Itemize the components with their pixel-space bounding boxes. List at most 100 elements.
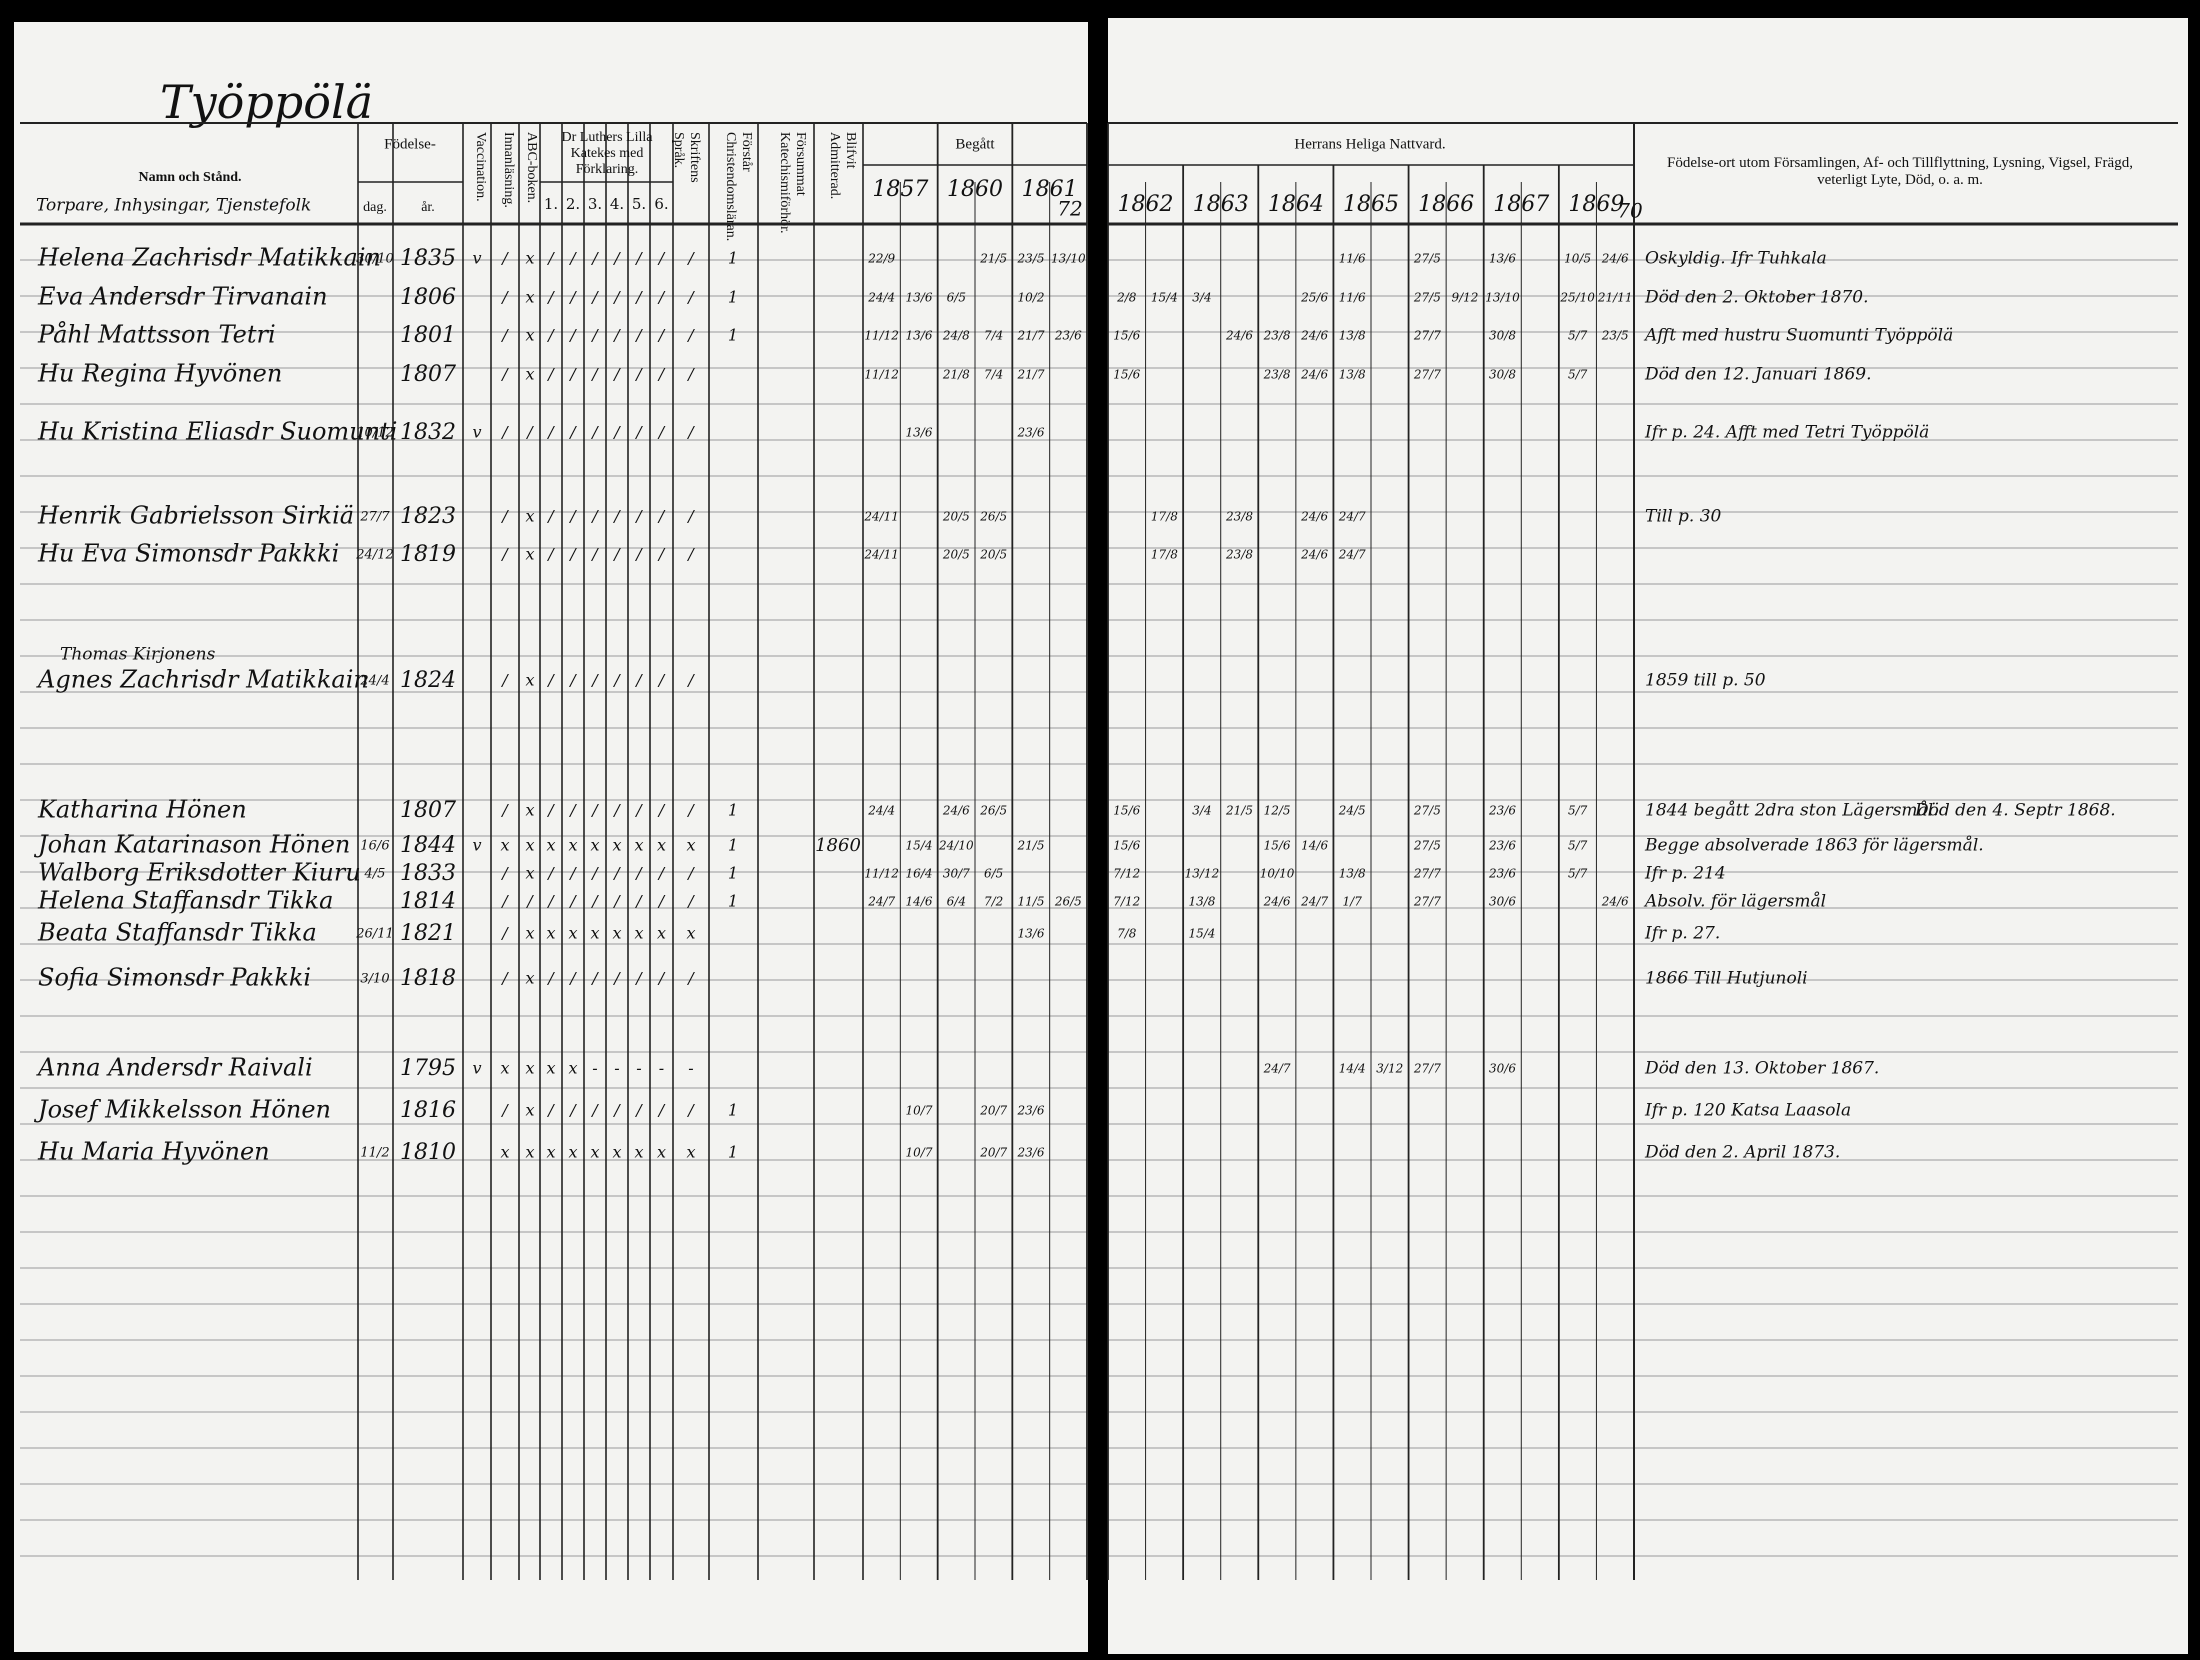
learning-mark: - [659,1059,664,1078]
page-title: Työppölä [160,75,373,129]
communion-date: 12/5 [1264,804,1291,818]
remark: Död den 2. April 1873. [1644,1143,1840,1163]
learning-mark: v [472,836,481,855]
person-name: Hu Eva Simonsdr Pakkki [37,540,339,568]
learning-mark: / [657,1101,666,1120]
learning-mark: / [546,249,555,268]
communion-year: 1857 [872,177,928,202]
communion-date: 21/7 [1017,368,1045,382]
communion-date: 23/6 [1017,1146,1045,1160]
learning-mark: / [525,423,534,442]
learning-mark: / [500,288,509,307]
learning-mark: / [657,671,666,690]
communion-date: 3/12 [1376,1062,1403,1076]
catechism-header: Dr Luthers Lilla Katekes med Förklaring. [561,130,653,178]
communion-date: 24/6 [1225,329,1253,343]
person-name: Henrik Gabrielsson Sirkiä [37,502,354,530]
notes-header: Födelse-ort utom Församlingen, Af- och T… [1667,155,2133,189]
communion-date: 14/6 [906,895,933,909]
communion-date: 7/2 [984,895,1003,909]
year-header: år. [421,200,435,215]
birth-year: 1801 [400,323,456,348]
catechism-part: 1. [544,195,558,213]
learning-mark: x [525,365,534,384]
communion-date: 24/8 [942,329,970,343]
remark: Ifr p. 214 [1644,864,1726,884]
name-subheader: Torpare, Inhysingar, Tjenstefolk [36,196,311,216]
learning-mark: / [634,969,643,988]
learning-mark: / [546,864,555,883]
learning-mark: / [686,249,695,268]
learning-mark: 1 [728,1101,738,1120]
learning-mark: / [590,365,599,384]
learning-mark: x [686,1143,695,1162]
birth-day: 16/6 [360,839,389,854]
learning-mark: x [546,1059,555,1078]
learning-mark: / [500,423,509,442]
communion-date: 10/5 [1564,252,1591,266]
learning-mark: x [612,924,621,943]
communion-date: 21/5 [1225,804,1253,818]
learning-mark: / [590,892,599,911]
communion-date: 6/4 [947,895,966,909]
communion-date: 27/7 [1413,329,1441,343]
communion-date: 13/6 [1018,927,1045,941]
learning-mark: / [546,365,555,384]
learning-mark: / [634,507,643,526]
person-name: Josef Mikkelsson Hönen [33,1096,331,1124]
communion-date: 21/5 [979,252,1007,266]
learning-mark: 1 [728,892,738,911]
communion-year: 1862 [1118,192,1174,217]
learning-mark: / [657,365,666,384]
catechism-part: 6. [654,195,668,213]
learning-mark: x [546,836,555,855]
learning-mark: / [568,326,577,345]
learning-mark: / [686,969,695,988]
learning-mark: 1 [728,288,738,307]
communion-year: 72 [1057,197,1082,221]
learning-mark: x [525,969,534,988]
learning-mark: / [686,671,695,690]
learning-mark: / [500,545,509,564]
learning-mark: / [657,249,666,268]
communion-date: 6/5 [984,867,1003,881]
learning-mark: / [500,864,509,883]
learning-mark: 1 [728,1143,738,1162]
learning-mark: / [568,545,577,564]
communion-year: 70 [1617,199,1643,223]
communion-date: 15/6 [1113,804,1140,818]
hearing-header: Försummat Katechismiförhör. [776,132,808,234]
learning-mark: / [546,1101,555,1120]
learning-mark: / [590,1101,599,1120]
learning-mark: / [634,545,643,564]
learning-mark: / [568,507,577,526]
communion-date: 23/8 [1225,548,1253,562]
communion-date: 11/12 [864,867,899,881]
learning-mark: / [500,326,509,345]
communion-date: 13/6 [906,291,933,305]
remark: Död den 13. Oktober 1867. [1644,1059,1879,1079]
birth-year: 1807 [400,798,456,823]
learning-mark: / [634,365,643,384]
learning-mark: x [500,1059,509,1078]
learning-mark: x [612,1143,621,1162]
christianity-header: Förstår Christendomsläran. [722,132,754,242]
communion-date: 26/5 [1054,895,1082,909]
scripture-header: Skriftens Språk. [670,132,702,183]
communion-date: 5/7 [1568,804,1588,818]
learning-mark: / [546,545,555,564]
person-name: Sofia Simonsdr Pakkki [38,964,311,992]
learning-mark: x [686,924,695,943]
learning-mark: - [688,1059,693,1078]
person-name: Helena Staffansdr Tikka [37,887,333,915]
learning-mark: / [568,969,577,988]
learning-mark: / [546,423,555,442]
communion-date: 7/12 [1113,867,1140,881]
communion-date: 11/12 [864,368,899,382]
communion-date: 14/6 [1301,839,1328,853]
learning-mark: / [546,671,555,690]
communion-date: 30/8 [1489,368,1516,382]
learning-mark: / [590,969,599,988]
remark: Till p. 30 [1645,507,1722,527]
learning-mark: x [634,1143,643,1162]
